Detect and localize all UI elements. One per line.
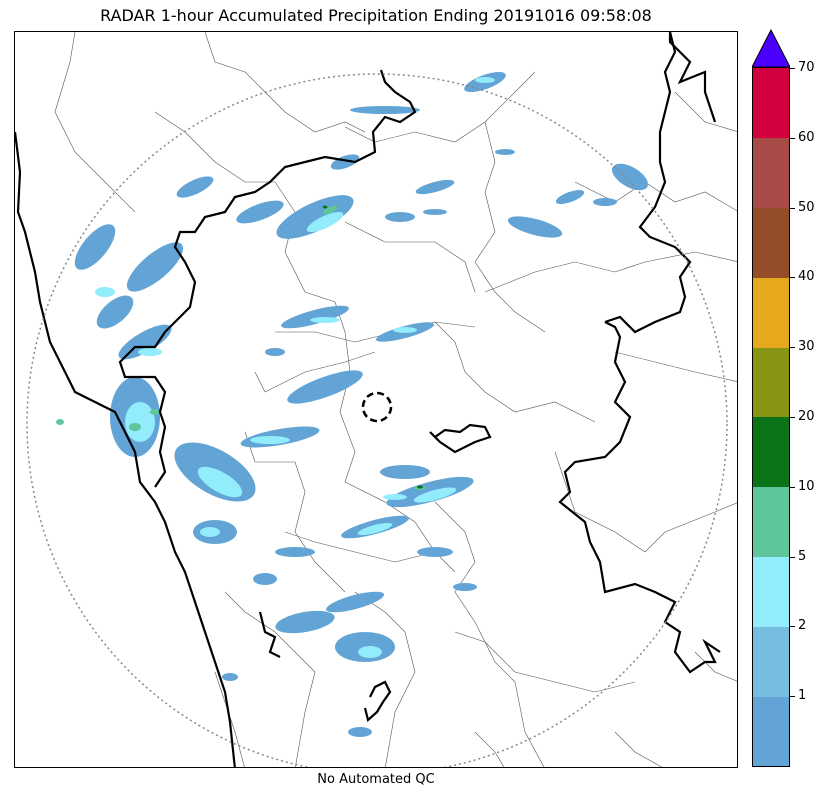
- colorbar-tick-label: 50: [798, 199, 815, 215]
- colorbar-tick: [790, 696, 795, 698]
- colorbar-extend-arrow: [752, 29, 790, 68]
- colorbar-segment: [753, 137, 789, 209]
- colorbar-segment: [753, 626, 789, 697]
- map-canvas: [15, 32, 737, 767]
- colorbar-tick: [790, 137, 795, 139]
- colorbar-tick-label: 70: [798, 60, 815, 75]
- state-boundaries: [15, 32, 721, 767]
- precipitation-echoes: [56, 72, 649, 737]
- colorbar-tick-label: 5: [798, 548, 807, 564]
- colorbar-tick: [790, 556, 795, 558]
- colorbar: [752, 67, 790, 767]
- page-title: RADAR 1-hour Accumulated Precipitation E…: [100, 6, 652, 25]
- range-ring: [26, 73, 728, 767]
- colorbar-tick-label: 40: [798, 269, 815, 285]
- colorbar-tick: [790, 277, 795, 279]
- colorbar-tick-label: 60: [798, 129, 815, 145]
- colorbar-segment: [753, 556, 789, 627]
- colorbar-tick: [790, 68, 795, 69]
- colorbar-segment: [753, 207, 789, 278]
- colorbar-segment: [753, 68, 789, 139]
- qc-note: No Automated QC: [317, 772, 435, 787]
- colorbar-segment: [753, 696, 789, 767]
- colorbar-segment: [753, 277, 789, 348]
- colorbar-tick-label: 2: [798, 618, 807, 634]
- colorbar-segment: [753, 486, 789, 558]
- colorbar-segment: [753, 347, 789, 418]
- radar-site-marker: [361, 391, 393, 423]
- colorbar-tick: [790, 347, 795, 349]
- colorbar-tick: [790, 207, 795, 209]
- colorbar-segment: [753, 417, 789, 488]
- colorbar-tick: [790, 486, 795, 488]
- colorbar-tick-label: 10: [798, 478, 815, 494]
- colorbar-tick-label: 20: [798, 409, 815, 424]
- colorbar-tick-label: 30: [798, 339, 815, 355]
- colorbar-tick: [790, 626, 795, 628]
- radar-map[interactable]: [14, 31, 738, 768]
- colorbar-tick-label: 1: [798, 688, 807, 704]
- colorbar-tick: [790, 417, 795, 418]
